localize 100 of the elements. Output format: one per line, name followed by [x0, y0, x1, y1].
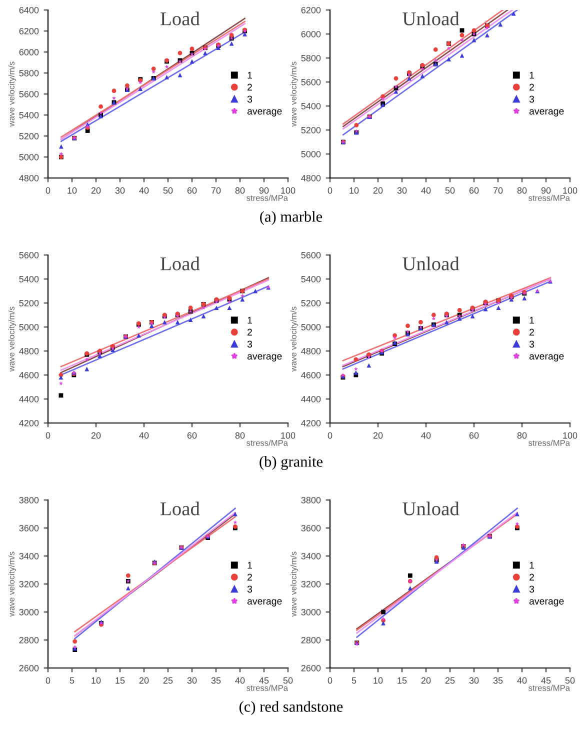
text: (b) granite [260, 456, 322, 470]
x-tick-label: 45 [259, 677, 269, 684]
x-tick-label: 50 [283, 677, 293, 684]
x-tick-label: 0 [328, 187, 332, 194]
y-tick-label: 5000 [19, 154, 39, 160]
x-tick-label: 10 [68, 187, 77, 194]
legend-label: average [529, 354, 564, 362]
y-tick-label: 2800 [301, 636, 321, 644]
x-tick-label: 20 [91, 187, 101, 194]
x-axis-title: stress/MPa [528, 440, 570, 446]
y-tick-label: 6200 [19, 28, 39, 34]
legend-label: 2 [248, 574, 252, 581]
y-tick-label: 6400 [19, 6, 39, 14]
y-tick-label: 5200 [19, 300, 39, 306]
x-tick-label: 0 [328, 432, 332, 439]
y-axis-title: wave velocity/m/s [8, 306, 16, 372]
x-tick-label: 100 [281, 187, 296, 194]
legend-label: average [247, 109, 282, 116]
x-tick-label: 15 [398, 677, 407, 684]
legend-label: 1 [530, 562, 534, 569]
y-tick-label: 4200 [19, 420, 39, 426]
y-tick-label: 5400 [301, 102, 321, 110]
legend-label: 2 [530, 328, 534, 336]
legend-label: 2 [530, 574, 534, 581]
x-tick-label: 60 [187, 187, 197, 194]
y-tick-label: 5600 [19, 252, 39, 258]
y-tick-label: 3800 [19, 496, 39, 504]
x-tick-label: 25 [163, 677, 173, 684]
y-tick-label: 4800 [19, 348, 39, 354]
y-tick-label: 4800 [19, 174, 39, 182]
x-tick-label: 5 [70, 677, 74, 684]
y-tick-label: 3400 [19, 552, 39, 560]
x-tick-label: 40 [517, 677, 527, 684]
text: (a) marble [260, 211, 322, 225]
x-tick-label: 30 [397, 187, 407, 194]
y-tick-label: 5200 [301, 300, 321, 306]
legend-label: average [529, 599, 564, 606]
y-tick-label: 3000 [19, 608, 39, 616]
x-tick-label: 60 [187, 432, 197, 439]
x-axis-title: stress/MPa [246, 440, 288, 446]
y-tick-label: 4800 [301, 348, 321, 354]
legend-label: average [247, 599, 282, 606]
x-tick-label: 15 [116, 677, 125, 684]
y-tick-label: 5800 [19, 70, 39, 76]
x-tick-label: 0 [328, 677, 332, 684]
y-tick-label: 3200 [19, 580, 39, 588]
y-axis-title: wave velocity/m/s [8, 552, 16, 617]
x-tick-label: 5 [352, 677, 356, 684]
y-tick-label: 5400 [19, 276, 39, 282]
x-tick-label: 0 [46, 677, 50, 684]
x-tick-label: 20 [91, 432, 101, 439]
chart-title: Unload [402, 502, 460, 516]
y-tick-label: 5000 [301, 150, 321, 158]
legend-label: 1 [530, 316, 534, 324]
x-tick-label: 25 [445, 677, 455, 684]
x-tick-label: 60 [469, 187, 479, 194]
y-tick-label: 5400 [19, 112, 39, 118]
x-tick-label: 40 [421, 187, 431, 194]
x-tick-label: 40 [421, 432, 431, 439]
y-tick-label: 6200 [301, 6, 321, 14]
x-tick-label: 20 [421, 677, 431, 684]
y-tick-label: 5600 [301, 252, 321, 258]
text: (c) red sandstone [239, 701, 343, 715]
x-tick-label: 20 [373, 432, 383, 439]
y-tick-label: 3600 [301, 524, 321, 532]
x-axis-title: stress/MPa [528, 684, 570, 691]
y-tick-label: 2800 [19, 636, 39, 644]
legend-label: 3 [529, 96, 534, 103]
x-tick-label: 20 [373, 187, 383, 194]
y-axis-title: wave velocity/m/s [8, 62, 16, 127]
y-tick-label: 3800 [301, 496, 321, 504]
legend-label: 3 [247, 96, 252, 103]
x-tick-label: 100 [281, 432, 296, 439]
x-tick-label: 0 [46, 187, 50, 194]
y-tick-label: 4600 [19, 372, 39, 378]
x-tick-label: 70 [493, 187, 503, 194]
chart-title: Load [160, 12, 200, 26]
x-tick-label: 40 [139, 432, 149, 439]
x-tick-label: 10 [350, 187, 359, 194]
x-tick-label: 50 [565, 677, 575, 684]
y-tick-label: 5400 [301, 276, 321, 282]
legend-label: 1 [248, 316, 252, 324]
x-tick-label: 0 [46, 432, 50, 439]
y-tick-label: 5000 [19, 324, 39, 330]
y-tick-label: 4600 [301, 372, 321, 378]
y-tick-label: 5800 [301, 54, 321, 62]
x-tick-label: 80 [235, 187, 245, 194]
y-tick-label: 6000 [19, 48, 39, 56]
x-tick-label: 40 [139, 187, 149, 194]
x-axis-title: stress/MPa [528, 194, 570, 201]
y-tick-label: 5600 [19, 90, 39, 98]
y-tick-label: 6000 [301, 30, 321, 38]
x-tick-label: 100 [563, 432, 578, 439]
y-tick-label: 3400 [301, 552, 321, 560]
x-tick-label: 30 [187, 677, 197, 684]
legend-label: 3 [247, 586, 252, 593]
legend-label: 2 [530, 84, 534, 91]
x-tick-label: 35 [493, 677, 503, 684]
y-tick-label: 5000 [301, 324, 321, 330]
x-tick-label: 100 [563, 187, 578, 194]
